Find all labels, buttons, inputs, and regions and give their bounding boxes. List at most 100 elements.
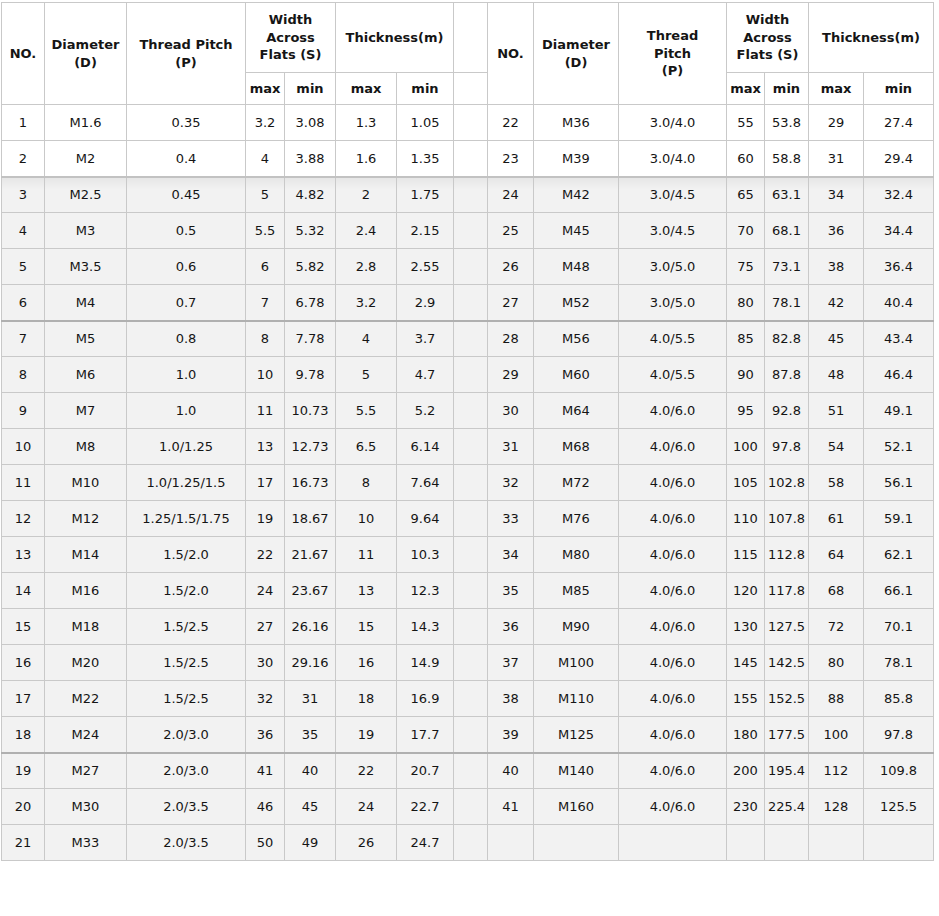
- cell-thread-pitch: 0.35: [127, 105, 246, 141]
- cell-thread-pitch: 4.0/6.0: [619, 753, 727, 789]
- cell-no: 35: [488, 573, 534, 609]
- cell-diameter: M18: [45, 609, 127, 645]
- cell-thickness-max: 15: [336, 609, 397, 645]
- separator-cell: [454, 285, 488, 321]
- cell-thickness-min: 16.9: [397, 681, 454, 717]
- cell-waf-max: 115: [727, 537, 765, 573]
- cell-thickness-min: 1.75: [397, 177, 454, 213]
- cell-no: 14: [2, 573, 45, 609]
- cell-thickness-min: [864, 825, 934, 861]
- cell-thickness-max: 26: [336, 825, 397, 861]
- cell-waf-max: 19: [246, 501, 285, 537]
- table-row: 7M50.887.7843.728M564.0/5.58582.84543.4: [2, 321, 934, 357]
- cell-waf-min: 82.8: [765, 321, 809, 357]
- cell-diameter: M76: [534, 501, 619, 537]
- table-row: 3M2.50.4554.8221.7524M423.0/4.56563.1343…: [2, 177, 934, 213]
- separator-cell: [454, 393, 488, 429]
- cell-thickness-max: 112: [809, 753, 864, 789]
- cell-diameter: M39: [534, 141, 619, 177]
- cell-thickness-max: 11: [336, 537, 397, 573]
- table-row: 12M121.25/1.5/1.751918.67109.6433M764.0/…: [2, 501, 934, 537]
- cell-diameter: M14: [45, 537, 127, 573]
- cell-waf-min: 18.67: [285, 501, 336, 537]
- separator-cell: [454, 717, 488, 753]
- cell-thread-pitch: 3.0/4.5: [619, 177, 727, 213]
- cell-no: 29: [488, 357, 534, 393]
- cell-waf-min: 3.08: [285, 105, 336, 141]
- cell-thickness-min: 49.1: [864, 393, 934, 429]
- cell-waf-min: 195.4: [765, 753, 809, 789]
- cell-thread-pitch: 2.0/3.0: [127, 717, 246, 753]
- cell-thread-pitch: 1.25/1.5/1.75: [127, 501, 246, 537]
- cell-waf-max: 180: [727, 717, 765, 753]
- cell-waf-max: 8: [246, 321, 285, 357]
- table-row: 4M30.55.55.322.42.1525M453.0/4.57068.136…: [2, 213, 934, 249]
- cell-no: 9: [2, 393, 45, 429]
- cell-thickness-max: 5.5: [336, 393, 397, 429]
- cell-waf-max: 32: [246, 681, 285, 717]
- cell-thread-pitch: 2.0/3.5: [127, 825, 246, 861]
- cell-thickness-max: 4: [336, 321, 397, 357]
- cell-no: 7: [2, 321, 45, 357]
- cell-waf-min: 63.1: [765, 177, 809, 213]
- separator-cell: [454, 789, 488, 825]
- spec-table: NO. Diameter (D) Thread Pitch (P) Width …: [1, 2, 934, 861]
- cell-no: 36: [488, 609, 534, 645]
- table-row: 8M61.0109.7854.729M604.0/5.59087.84846.4: [2, 357, 934, 393]
- cell-thread-pitch: 3.0/4.5: [619, 213, 727, 249]
- header-thickness-max-left: max: [336, 73, 397, 105]
- cell-thread-pitch: 4.0/6.0: [619, 717, 727, 753]
- cell-thread-pitch: 4.0/5.5: [619, 321, 727, 357]
- cell-thickness-max: 2.8: [336, 249, 397, 285]
- cell-waf-max: 110: [727, 501, 765, 537]
- cell-waf-max: 105: [727, 465, 765, 501]
- cell-thickness-max: 2: [336, 177, 397, 213]
- cell-thickness-min: 52.1: [864, 429, 934, 465]
- cell-diameter: M24: [45, 717, 127, 753]
- table-row: 10M81.0/1.251312.736.56.1431M684.0/6.010…: [2, 429, 934, 465]
- table-row: 11M101.0/1.25/1.51716.7387.6432M724.0/6.…: [2, 465, 934, 501]
- cell-thickness-max: 2.4: [336, 213, 397, 249]
- cell-waf-max: 11: [246, 393, 285, 429]
- cell-waf-max: 145: [727, 645, 765, 681]
- cell-waf-min: 45: [285, 789, 336, 825]
- cell-thread-pitch: 4.0/6.0: [619, 537, 727, 573]
- cell-thickness-min: 24.7: [397, 825, 454, 861]
- cell-thickness-min: 125.5: [864, 789, 934, 825]
- cell-no: 16: [2, 645, 45, 681]
- cell-no: 13: [2, 537, 45, 573]
- cell-no: 4: [2, 213, 45, 249]
- cell-diameter: M8: [45, 429, 127, 465]
- cell-waf-min: 21.67: [285, 537, 336, 573]
- cell-thickness-min: 3.7: [397, 321, 454, 357]
- cell-diameter: M10: [45, 465, 127, 501]
- cell-thread-pitch: 0.8: [127, 321, 246, 357]
- cell-thickness-min: 2.15: [397, 213, 454, 249]
- cell-waf-min: 16.73: [285, 465, 336, 501]
- cell-thread-pitch: 4.0/5.5: [619, 357, 727, 393]
- cell-thread-pitch: 1.0/1.25/1.5: [127, 465, 246, 501]
- cell-waf-max: 50: [246, 825, 285, 861]
- separator-header-top: [454, 3, 488, 73]
- cell-waf-min: 3.88: [285, 141, 336, 177]
- header-no-right: NO.: [488, 3, 534, 105]
- cell-no: 30: [488, 393, 534, 429]
- cell-thickness-min: 70.1: [864, 609, 934, 645]
- cell-waf-min: 87.8: [765, 357, 809, 393]
- header-waf-min-right: min: [765, 73, 809, 105]
- cell-thread-pitch: [619, 825, 727, 861]
- cell-waf-min: 12.73: [285, 429, 336, 465]
- separator-cell: [454, 501, 488, 537]
- cell-diameter: M45: [534, 213, 619, 249]
- separator-cell: [454, 465, 488, 501]
- cell-thickness-max: 68: [809, 573, 864, 609]
- cell-diameter: M60: [534, 357, 619, 393]
- cell-thickness-max: 38: [809, 249, 864, 285]
- header-width-across-flats-right: Width Across Flats (S): [727, 3, 809, 73]
- header-diameter-right: Diameter (D): [534, 3, 619, 105]
- cell-waf-max: 24: [246, 573, 285, 609]
- cell-no: 11: [2, 465, 45, 501]
- cell-no: 33: [488, 501, 534, 537]
- cell-diameter: M3.5: [45, 249, 127, 285]
- cell-thread-pitch: 0.5: [127, 213, 246, 249]
